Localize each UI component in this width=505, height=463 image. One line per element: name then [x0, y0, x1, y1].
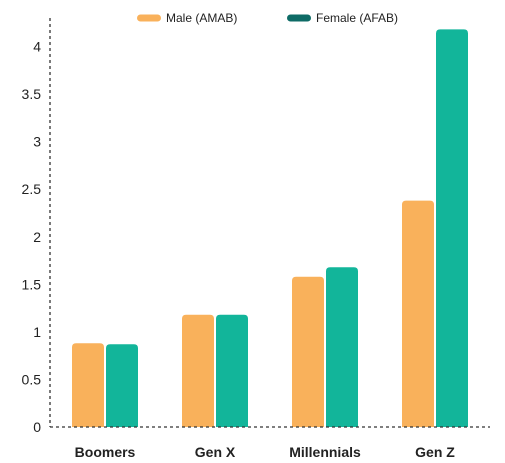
y-tick-label: 3.5 — [22, 86, 42, 102]
y-tick-label: 1 — [33, 324, 41, 340]
legend-swatch-male — [137, 14, 161, 22]
bar-male-millennials — [292, 276, 324, 427]
legend-swatch-female — [287, 14, 311, 22]
bar-male-boomers — [72, 343, 104, 427]
y-tick-label: 3 — [33, 134, 41, 150]
bar-female-millennials — [326, 267, 358, 427]
legend-label-male: Male (AMAB) — [166, 11, 237, 25]
y-tick-label: 2.5 — [22, 181, 42, 197]
y-tick-label: 1.5 — [22, 276, 42, 292]
x-category-label: Gen Z — [415, 444, 455, 460]
x-category-label: Millennials — [289, 444, 361, 460]
legend: Male (AMAB) Female (AFAB) — [137, 11, 398, 25]
bar-male-gen-z — [402, 200, 434, 427]
bar-female-gen-x — [216, 314, 248, 427]
y-axis-tick-labels: 0 0.5 1 1.5 2 2.5 3 3.5 4 — [22, 39, 42, 435]
legend-label-female: Female (AFAB) — [316, 11, 398, 25]
x-category-label: Boomers — [75, 444, 136, 460]
bar-female-gen-z — [436, 29, 468, 428]
y-tick-label: 4 — [33, 39, 41, 55]
bar-female-boomers — [106, 344, 138, 427]
x-category-label: Gen X — [195, 444, 236, 460]
y-tick-label: 0.5 — [22, 371, 42, 387]
y-tick-label: 0 — [33, 419, 41, 435]
y-tick-label: 2 — [33, 229, 41, 245]
bars — [72, 29, 468, 428]
bar-male-gen-x — [182, 314, 214, 427]
x-axis-category-labels: Boomers Gen X Millennials Gen Z — [75, 444, 456, 460]
